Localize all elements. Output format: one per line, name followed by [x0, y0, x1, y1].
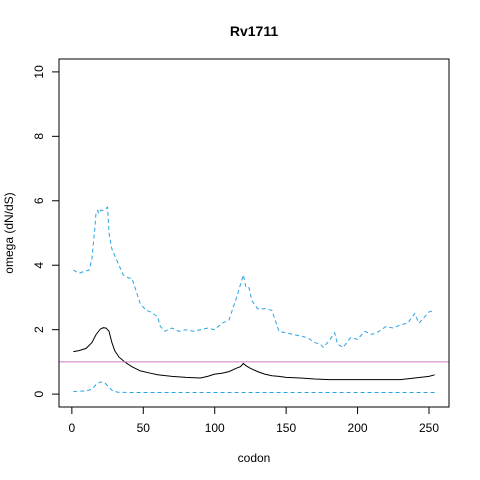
chart-title: Rv1711: [230, 23, 278, 39]
y-tick-label: 10: [32, 65, 46, 79]
y-axis-label: omega (dN/dS): [2, 192, 16, 273]
y-tick-label: 2: [32, 326, 46, 333]
x-tick-label: 100: [205, 421, 225, 435]
x-axis-label: codon: [238, 451, 271, 465]
x-tick-label: 200: [348, 421, 368, 435]
x-tick-label: 50: [137, 421, 151, 435]
plot-area: [59, 206, 449, 393]
series-lower-line: [73, 381, 435, 393]
y-tick-label: 0: [32, 390, 46, 397]
x-tick-label: 150: [276, 421, 296, 435]
x-tick-label: 250: [419, 421, 439, 435]
y-tick-label: 4: [32, 262, 46, 269]
series-median-line: [73, 327, 435, 381]
y-tick-label: 6: [32, 197, 46, 204]
x-tick-label: 0: [69, 421, 76, 435]
axes: 0 50 100 150 200 250 0 2 4 6 8 10: [32, 58, 450, 435]
y-tick-label: 8: [32, 133, 46, 140]
series-upper-line: [73, 206, 435, 349]
